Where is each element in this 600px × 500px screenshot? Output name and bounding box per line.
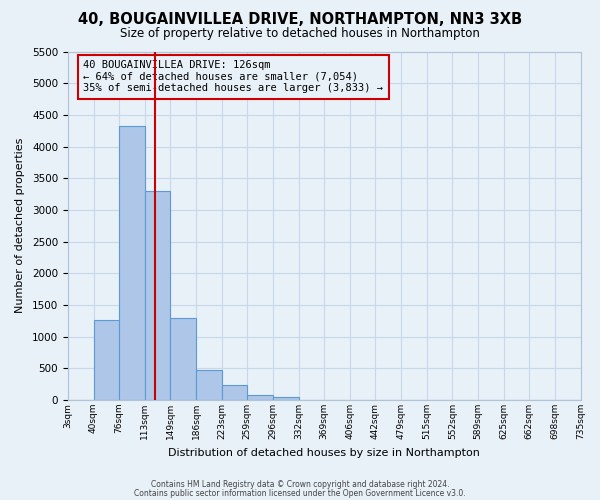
- Text: 40 BOUGAINVILLEA DRIVE: 126sqm
← 64% of detached houses are smaller (7,054)
35% : 40 BOUGAINVILLEA DRIVE: 126sqm ← 64% of …: [83, 60, 383, 94]
- Bar: [170, 318, 196, 400]
- Bar: [119, 126, 145, 400]
- Bar: [145, 191, 170, 400]
- Bar: [247, 395, 273, 400]
- Text: 40, BOUGAINVILLEA DRIVE, NORTHAMPTON, NN3 3XB: 40, BOUGAINVILLEA DRIVE, NORTHAMPTON, NN…: [78, 12, 522, 28]
- Text: Contains public sector information licensed under the Open Government Licence v3: Contains public sector information licen…: [134, 488, 466, 498]
- Text: Contains HM Land Registry data © Crown copyright and database right 2024.: Contains HM Land Registry data © Crown c…: [151, 480, 449, 489]
- Y-axis label: Number of detached properties: Number of detached properties: [15, 138, 25, 314]
- Bar: [221, 385, 247, 400]
- Bar: [273, 397, 299, 400]
- X-axis label: Distribution of detached houses by size in Northampton: Distribution of detached houses by size …: [168, 448, 480, 458]
- Text: Size of property relative to detached houses in Northampton: Size of property relative to detached ho…: [120, 28, 480, 40]
- Bar: [196, 370, 221, 400]
- Bar: [94, 320, 119, 400]
